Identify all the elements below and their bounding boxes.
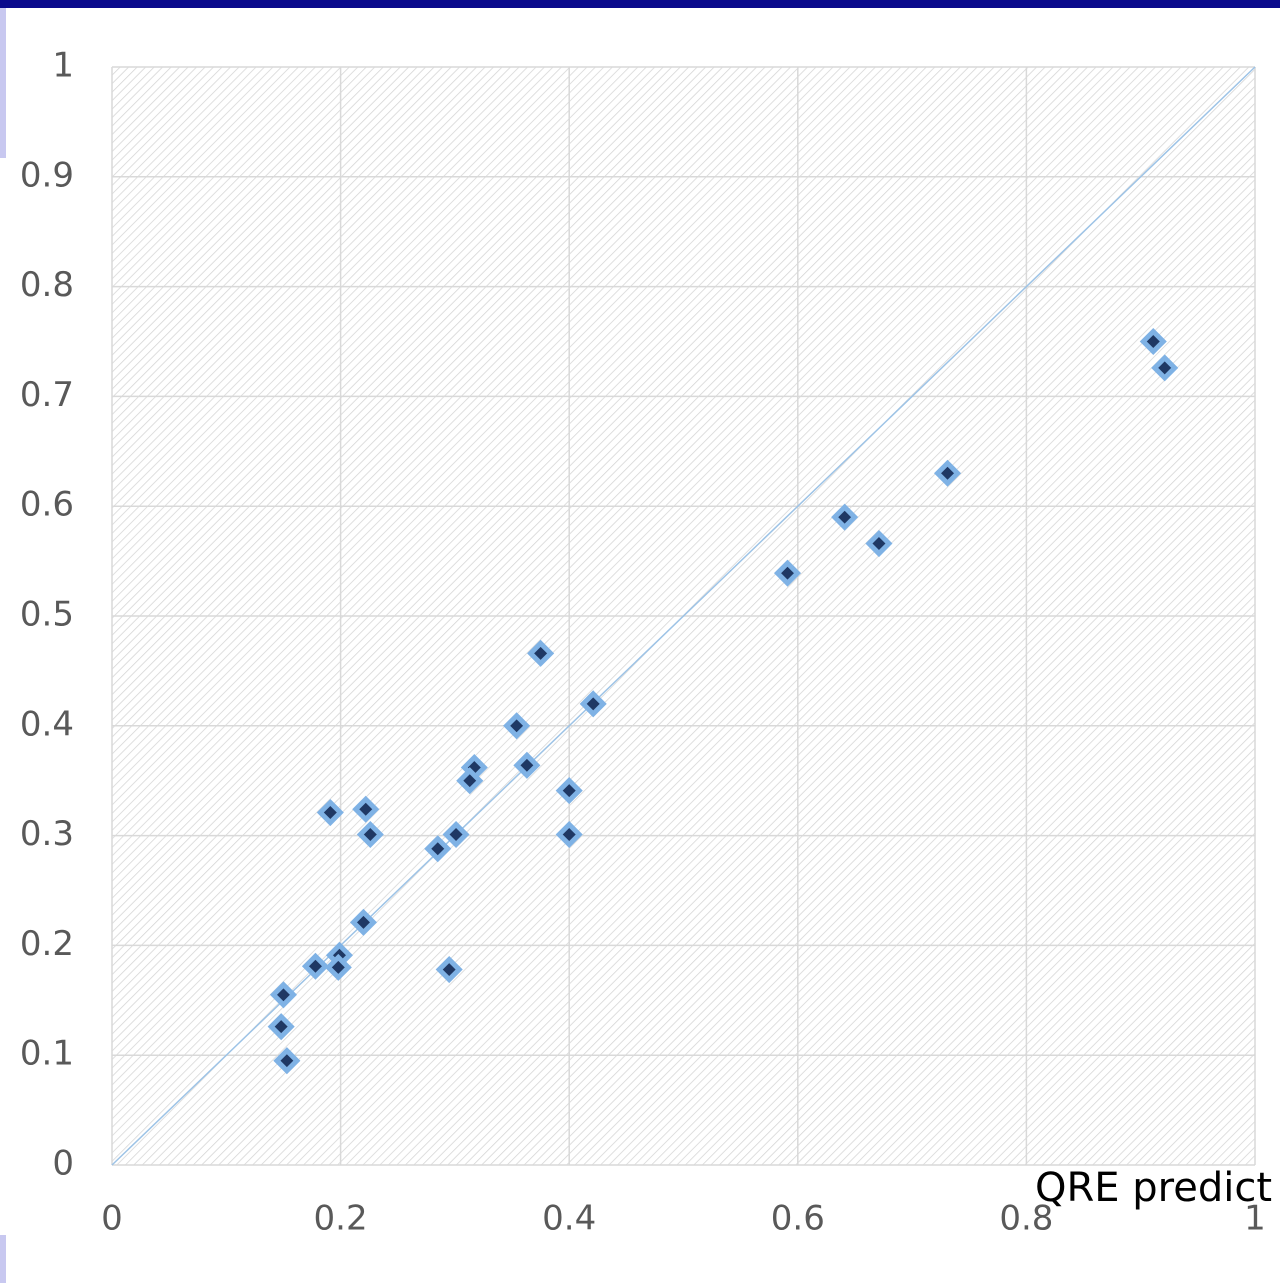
point xyxy=(1139,327,1167,356)
point xyxy=(933,459,962,487)
y-tick-label: 0.4 xyxy=(20,704,74,744)
point xyxy=(267,1013,295,1041)
y-tick-label: 0.3 xyxy=(20,814,74,854)
point xyxy=(831,503,859,531)
y-tick-label: 0.6 xyxy=(20,485,74,525)
y-tick-label: 0.7 xyxy=(20,375,74,415)
y-tick-label: 0.8 xyxy=(20,265,74,305)
point xyxy=(424,835,452,863)
x-tick-label: 0 xyxy=(101,1199,123,1239)
point xyxy=(773,559,802,587)
reference-line xyxy=(111,66,1256,1166)
point xyxy=(456,767,484,795)
y-tick-label: 0 xyxy=(52,1144,74,1184)
x-tick-label: 0.4 xyxy=(542,1199,596,1239)
x-tick-label: 0.2 xyxy=(314,1199,368,1239)
y-tick-label: 0.5 xyxy=(20,595,74,635)
point xyxy=(442,820,470,849)
y-tick-label: 0.9 xyxy=(20,155,74,195)
point xyxy=(503,712,531,740)
point xyxy=(316,799,344,827)
point xyxy=(301,952,329,980)
y-tick-label: 0.1 xyxy=(20,1034,74,1074)
point xyxy=(352,795,380,823)
side-strip xyxy=(0,1235,6,1283)
point xyxy=(865,529,893,558)
point xyxy=(579,690,607,718)
point xyxy=(435,956,463,984)
x-tick-label: 0.8 xyxy=(999,1199,1053,1239)
point xyxy=(513,751,541,779)
point xyxy=(527,639,555,667)
y-tick-label: 0.2 xyxy=(20,924,74,964)
side-strip xyxy=(0,8,6,158)
point xyxy=(349,908,377,936)
point xyxy=(324,953,352,981)
point xyxy=(356,820,384,849)
x-tick-label: 1 xyxy=(1244,1199,1266,1239)
top-bar xyxy=(0,0,1280,8)
point xyxy=(1151,354,1179,382)
point xyxy=(555,777,583,805)
x-axis-title: QRE predict xyxy=(1035,1165,1272,1211)
point xyxy=(269,981,297,1009)
point xyxy=(273,1047,301,1075)
y-tick-label: 1 xyxy=(52,46,74,86)
x-tick-label: 0.6 xyxy=(771,1199,825,1239)
point xyxy=(555,820,583,849)
